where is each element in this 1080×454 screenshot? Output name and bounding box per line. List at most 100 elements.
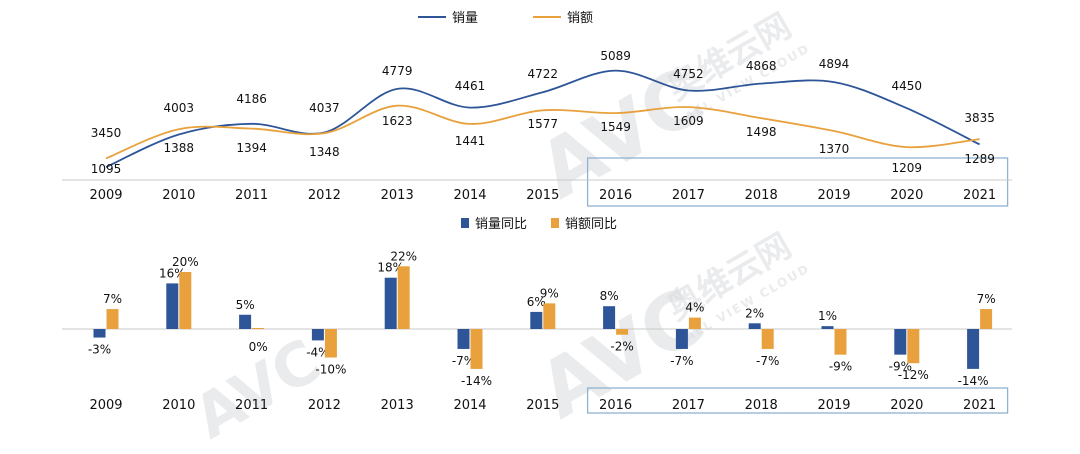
bar-sales-volume-yoy — [384, 277, 397, 329]
data-label-sales-amount: 1441 — [455, 134, 486, 148]
bar-sales-volume-yoy — [967, 329, 980, 369]
data-label-sales-volume-yoy: 2% — [745, 306, 764, 320]
data-label-sales-volume-yoy: -9% — [889, 360, 912, 374]
data-label-sales-volume: 4186 — [236, 92, 267, 106]
bar-sales-volume-yoy — [675, 329, 688, 349]
data-label-sales-volume-yoy: 1% — [818, 309, 837, 323]
x-tick-label-bottom: 2018 — [745, 398, 778, 413]
x-tick-label-bottom: 2015 — [526, 398, 559, 413]
data-label-sales-amount-yoy: -14% — [461, 374, 492, 388]
data-label-sales-amount: 1370 — [819, 142, 850, 156]
series-line-sales-volume — [105, 69, 980, 168]
data-label-sales-volume: 4037 — [309, 101, 340, 115]
bar-sales-amount-yoy — [324, 329, 337, 358]
data-label-sales-amount: 1577 — [528, 117, 559, 131]
x-tick-label-top: 2010 — [162, 188, 195, 203]
x-tick-label-bottom: 2010 — [162, 398, 195, 413]
data-label-sales-amount: 1348 — [309, 145, 340, 159]
bar-sales-amount-yoy — [397, 266, 410, 329]
data-label-sales-amount: 1498 — [746, 125, 777, 139]
data-label-sales-amount-yoy: -12% — [898, 368, 929, 382]
data-label-sales-amount: 1388 — [164, 141, 195, 155]
x-tick-label-top: 2021 — [963, 188, 996, 203]
x-tick-label-bottom: 2021 — [963, 398, 996, 413]
bar-sales-amount-yoy — [616, 329, 629, 335]
data-label-sales-volume: 5089 — [600, 49, 631, 63]
data-label-sales-volume: 4779 — [382, 64, 413, 78]
x-tick-label-top: 2013 — [381, 188, 414, 203]
bar-sales-amount-yoy — [106, 309, 119, 329]
data-label-sales-volume-yoy: 16% — [159, 266, 186, 280]
x-tick-label-top: 2009 — [89, 188, 122, 203]
data-label-sales-amount: 1289 — [964, 152, 995, 166]
x-tick-label-top: 2012 — [308, 188, 341, 203]
x-tick-label-top: 2018 — [745, 188, 778, 203]
data-label-sales-amount-yoy: 7% — [103, 292, 122, 306]
bar-sales-amount-yoy — [907, 329, 920, 364]
data-label-sales-volume-yoy: -4% — [306, 345, 329, 359]
data-label-sales-volume-yoy: -7% — [670, 354, 693, 368]
data-label-sales-amount: 1549 — [600, 120, 631, 134]
series-line-sales-amount — [105, 104, 980, 160]
x-tick-label-bottom: 2014 — [453, 398, 486, 413]
data-label-sales-volume-yoy: 5% — [236, 298, 255, 312]
data-label-sales-volume: 4461 — [455, 79, 486, 93]
data-label-sales-volume: 4752 — [673, 67, 704, 81]
data-label-sales-amount-yoy: -10% — [315, 363, 346, 377]
data-label-sales-amount-yoy: 4% — [685, 301, 704, 315]
data-label-sales-amount-yoy: 7% — [977, 292, 996, 306]
highlight-box-bottom — [586, 387, 1009, 414]
data-label-sales-volume-yoy: 18% — [377, 261, 404, 275]
data-label-sales-amount-yoy: 9% — [540, 286, 559, 300]
bar-sales-volume-yoy — [166, 283, 179, 329]
data-label-sales-volume-yoy: -3% — [88, 343, 111, 357]
data-label-sales-amount-yoy: 0% — [249, 340, 268, 354]
legend-bottom: 销量同比 销额同比 — [461, 217, 617, 232]
data-label-sales-volume: 3450 — [91, 126, 122, 140]
data-label-sales-volume: 4868 — [746, 59, 777, 73]
data-label-sales-volume-yoy: -7% — [452, 354, 475, 368]
data-label-sales-volume-yoy: -14% — [958, 374, 989, 388]
data-label-sales-amount-yoy: 20% — [172, 255, 199, 269]
highlight-box-top — [586, 157, 1009, 207]
bar-sales-amount-yoy — [761, 329, 774, 349]
x-tick-label-bottom: 2020 — [890, 398, 923, 413]
bar-sales-volume-yoy — [894, 329, 907, 355]
legend-label-sales-amount-yoy: 销额同比 — [565, 217, 617, 232]
bar-sales-volume-yoy — [311, 329, 324, 341]
x-tick-label-top: 2014 — [453, 188, 486, 203]
data-label-sales-amount-yoy: -9% — [829, 360, 852, 374]
x-tick-label-bottom: 2017 — [672, 398, 705, 413]
data-label-sales-amount: 1095 — [91, 162, 122, 176]
data-label-sales-amount-yoy: -7% — [756, 354, 779, 368]
data-label-sales-amount: 1623 — [382, 114, 413, 128]
data-label-sales-amount: 1609 — [673, 114, 704, 128]
bar-sales-volume-yoy — [748, 323, 761, 329]
x-tick-label-top: 2015 — [526, 188, 559, 203]
data-label-sales-amount: 1209 — [892, 161, 923, 175]
legend-top: 销量 销额 — [418, 11, 593, 26]
legend-swatch-sales-volume-yoy — [461, 218, 469, 228]
data-label-sales-volume-yoy: 8% — [600, 289, 619, 303]
legend-label-sales-amount: 销额 — [567, 11, 593, 26]
bar-sales-volume-yoy — [821, 326, 834, 329]
x-tick-label-top: 2019 — [817, 188, 850, 203]
legend-swatch-sales-amount-yoy — [551, 218, 559, 228]
x-tick-label-bottom: 2016 — [599, 398, 632, 413]
legend-label-sales-volume: 销量 — [452, 11, 478, 26]
x-tick-label-top: 2020 — [890, 188, 923, 203]
x-tick-label-bottom: 2013 — [381, 398, 414, 413]
data-label-sales-volume: 4894 — [819, 57, 850, 71]
x-tick-label-top: 2017 — [672, 188, 705, 203]
data-label-sales-volume: 4722 — [528, 67, 559, 81]
bar-sales-volume-yoy — [530, 311, 543, 329]
data-label-sales-volume: 4003 — [164, 101, 195, 115]
bar-sales-amount-yoy — [543, 303, 556, 329]
bar-sales-amount-yoy — [980, 309, 993, 329]
sales-line-chart: 3450 4003 4186 4037 4779 4461 4722 5089 4752 4868… — [62, 11, 1012, 207]
x-tick-label-bottom: 2011 — [235, 398, 268, 413]
x-tick-label-top: 2011 — [235, 188, 268, 203]
data-label-sales-amount-yoy: 22% — [390, 249, 417, 263]
